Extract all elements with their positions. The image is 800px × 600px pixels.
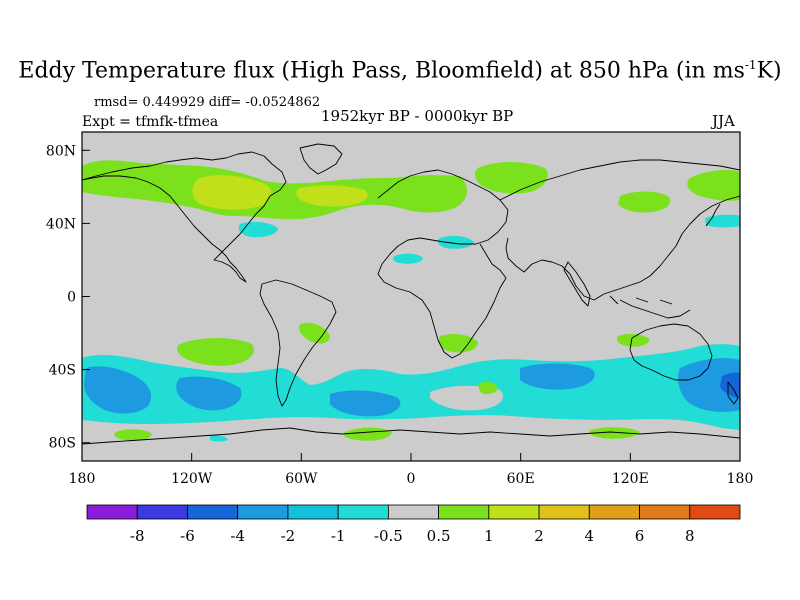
lon-tick-label: 120W (171, 471, 213, 487)
sh-green-patch-south-pacific (177, 338, 254, 366)
sh-blue-region-southwest-pacific (84, 366, 152, 414)
lon-tick-label: 180 (727, 471, 754, 487)
sh-green-patch-antarctic-3 (589, 427, 640, 439)
lon-tick-label: 60E (507, 471, 535, 487)
sh-gray-gap-antarctic-coast (82, 418, 740, 461)
lat-tick-label: 0 (67, 290, 76, 306)
sh-cyan-patch-antarctic (210, 435, 228, 442)
nh-green-blob-pacific (687, 170, 740, 201)
colorbar-box (639, 504, 691, 520)
sh-green-patch-chile (298, 322, 330, 344)
coastline-southeast-asia-islands (609, 295, 691, 319)
colorbar-box (136, 504, 188, 520)
sh-blue-region-south-atlantic (330, 390, 401, 417)
colorbar-label: 8 (685, 527, 695, 545)
nh-cyan-patch-pacific-east (705, 214, 740, 228)
coastline-north-america (82, 151, 287, 283)
coastline-indian-subcontinent (563, 261, 591, 307)
colorbar-label: 1 (484, 527, 494, 545)
colorbar-box (337, 504, 389, 520)
title-superscript: -1 (744, 58, 757, 72)
anomaly-shading (82, 143, 740, 461)
coastline-africa-europe (377, 169, 509, 359)
colorbar-label: -2 (281, 527, 296, 545)
nh-green-blob-asia (618, 191, 671, 213)
colorbar-box (488, 504, 540, 520)
colorbar-label: 4 (585, 527, 595, 545)
colorbar-label: -0.5 (374, 527, 403, 545)
figure-title: Eddy Temperature flux (High Pass, Bloomf… (0, 58, 800, 83)
nh-cyan-patch-africa (392, 253, 423, 264)
longitude-axis: 180 120W 60W 0 60E 120E 180 (69, 453, 754, 487)
coastline-asia (499, 159, 740, 301)
sh-green-patch-southern-ocean (478, 381, 498, 395)
colorbar: -8 -6 -4 -2 -1 -0.5 0.5 1 2 4 6 8 (86, 504, 741, 545)
coastline-japan (705, 203, 721, 227)
coastline-australia (629, 323, 713, 381)
sh-green-patch-antarctic-2 (344, 427, 392, 441)
colorbar-label: -1 (331, 527, 346, 545)
coastline-new-zealand (727, 381, 739, 405)
nh-yellow-core-atlantic (296, 185, 368, 207)
lat-tick-label: 80S (49, 436, 76, 452)
lon-tick-label: 0 (407, 471, 416, 487)
colorbar-box (187, 504, 239, 520)
colorbar-label: -4 (230, 527, 245, 545)
sh-blue-region-indian-ocean (520, 363, 595, 390)
colorbar-label: -6 (180, 527, 195, 545)
lon-tick-label: 60W (285, 471, 318, 487)
sh-green-patch-south-atlantic (438, 334, 478, 353)
lat-tick-label: 40S (49, 363, 76, 379)
stats-label: rmsd= 0.449929 diff= -0.0524862 (94, 95, 321, 110)
title-text: Eddy Temperature flux (High Pass, Bloomf… (18, 58, 745, 84)
colorbar-label: 2 (534, 527, 544, 545)
experiment-label: Expt = tfmfk-tfmea (82, 114, 219, 130)
sh-green-patch-indian-ocean (616, 333, 650, 347)
nh-green-band-north-atlantic (82, 160, 467, 220)
coastline-antarctica (82, 427, 740, 445)
nh-yellow-core-canada (192, 175, 272, 210)
latitude-axis: 80N 40N 0 40S 80S (46, 143, 90, 452)
lon-tick-label: 180 (69, 471, 96, 487)
colorbar-label: -8 (130, 527, 145, 545)
lon-tick-label: 120E (612, 471, 649, 487)
nh-cyan-patch-usa (238, 221, 278, 238)
colorbar-box (387, 504, 440, 520)
lat-tick-label: 80N (46, 143, 76, 159)
colorbar-label: 6 (635, 527, 645, 545)
colorbar-box (689, 504, 741, 520)
sh-blue-region-southeast-pacific (176, 376, 242, 411)
colorbar-label: 0.5 (427, 527, 451, 545)
coastline-greenland (299, 143, 343, 175)
colorbar-box (438, 504, 490, 520)
sh-blue-region-tasman (678, 358, 740, 412)
colorbar-box (237, 504, 289, 520)
colorbar-box (588, 504, 640, 520)
coastlines (82, 143, 740, 445)
season-label: JJA (712, 112, 735, 130)
title-end: K) (756, 58, 782, 84)
lat-tick-label: 40N (46, 216, 76, 232)
sh-green-patch-antarctic-1 (114, 429, 152, 441)
period-label: 1952kyr BP - 0000kyr BP (321, 107, 514, 125)
nh-cyan-patch-mediterranean (438, 235, 474, 249)
colorbar-box (538, 504, 590, 520)
colorbar-box (287, 504, 339, 520)
coastline-south-america (259, 279, 337, 407)
colorbar-box (86, 504, 138, 520)
